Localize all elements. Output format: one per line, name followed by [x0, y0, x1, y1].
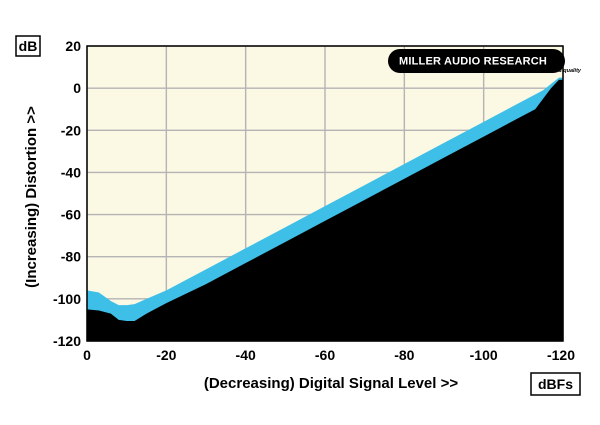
- y-tick-label: -120: [53, 333, 81, 349]
- y-unit-box: dB: [15, 35, 41, 57]
- x-tick-label: 0: [83, 347, 91, 363]
- y-tick-label: -20: [61, 122, 81, 138]
- x-tick-label: -120: [547, 347, 575, 363]
- x-unit-label: dBFs: [538, 376, 573, 392]
- x-tick-label: -100: [470, 347, 498, 363]
- y-unit-label: dB: [19, 38, 38, 54]
- x-tick-label: -40: [236, 347, 256, 363]
- miller-audio-research-logo: MILLER AUDIO RESEARCH setting the measur…: [388, 49, 582, 74]
- x-tick-label: -60: [315, 347, 335, 363]
- y-tick-label: -60: [61, 207, 81, 223]
- y-tick-label: -40: [61, 164, 81, 180]
- x-tick-labels: 0 -20 -40 -60 -80 -100 -120: [83, 347, 575, 363]
- noise-floor-area: [87, 79, 563, 341]
- logo-text: MILLER AUDIO RESEARCH: [399, 56, 547, 68]
- x-tick-label: -20: [156, 347, 176, 363]
- y-tick-label: 20: [65, 38, 81, 54]
- x-unit-box: dBFs: [530, 372, 581, 396]
- y-tick-label: 0: [73, 80, 81, 96]
- y-tick-label: -80: [61, 249, 81, 265]
- y-tick-label: -100: [53, 291, 81, 307]
- y-tick-labels: 20 0 -20 -40 -60 -80 -100 -120: [53, 38, 81, 349]
- logo-tagline: setting the measure of sound quality: [485, 68, 582, 74]
- plot-frame: [86, 45, 564, 342]
- x-axis-title: (Decreasing) Digital Signal Level >>: [204, 375, 458, 392]
- x-tick-label: -80: [394, 347, 414, 363]
- y-axis-title: (Increasing) Distortion >>: [23, 106, 40, 288]
